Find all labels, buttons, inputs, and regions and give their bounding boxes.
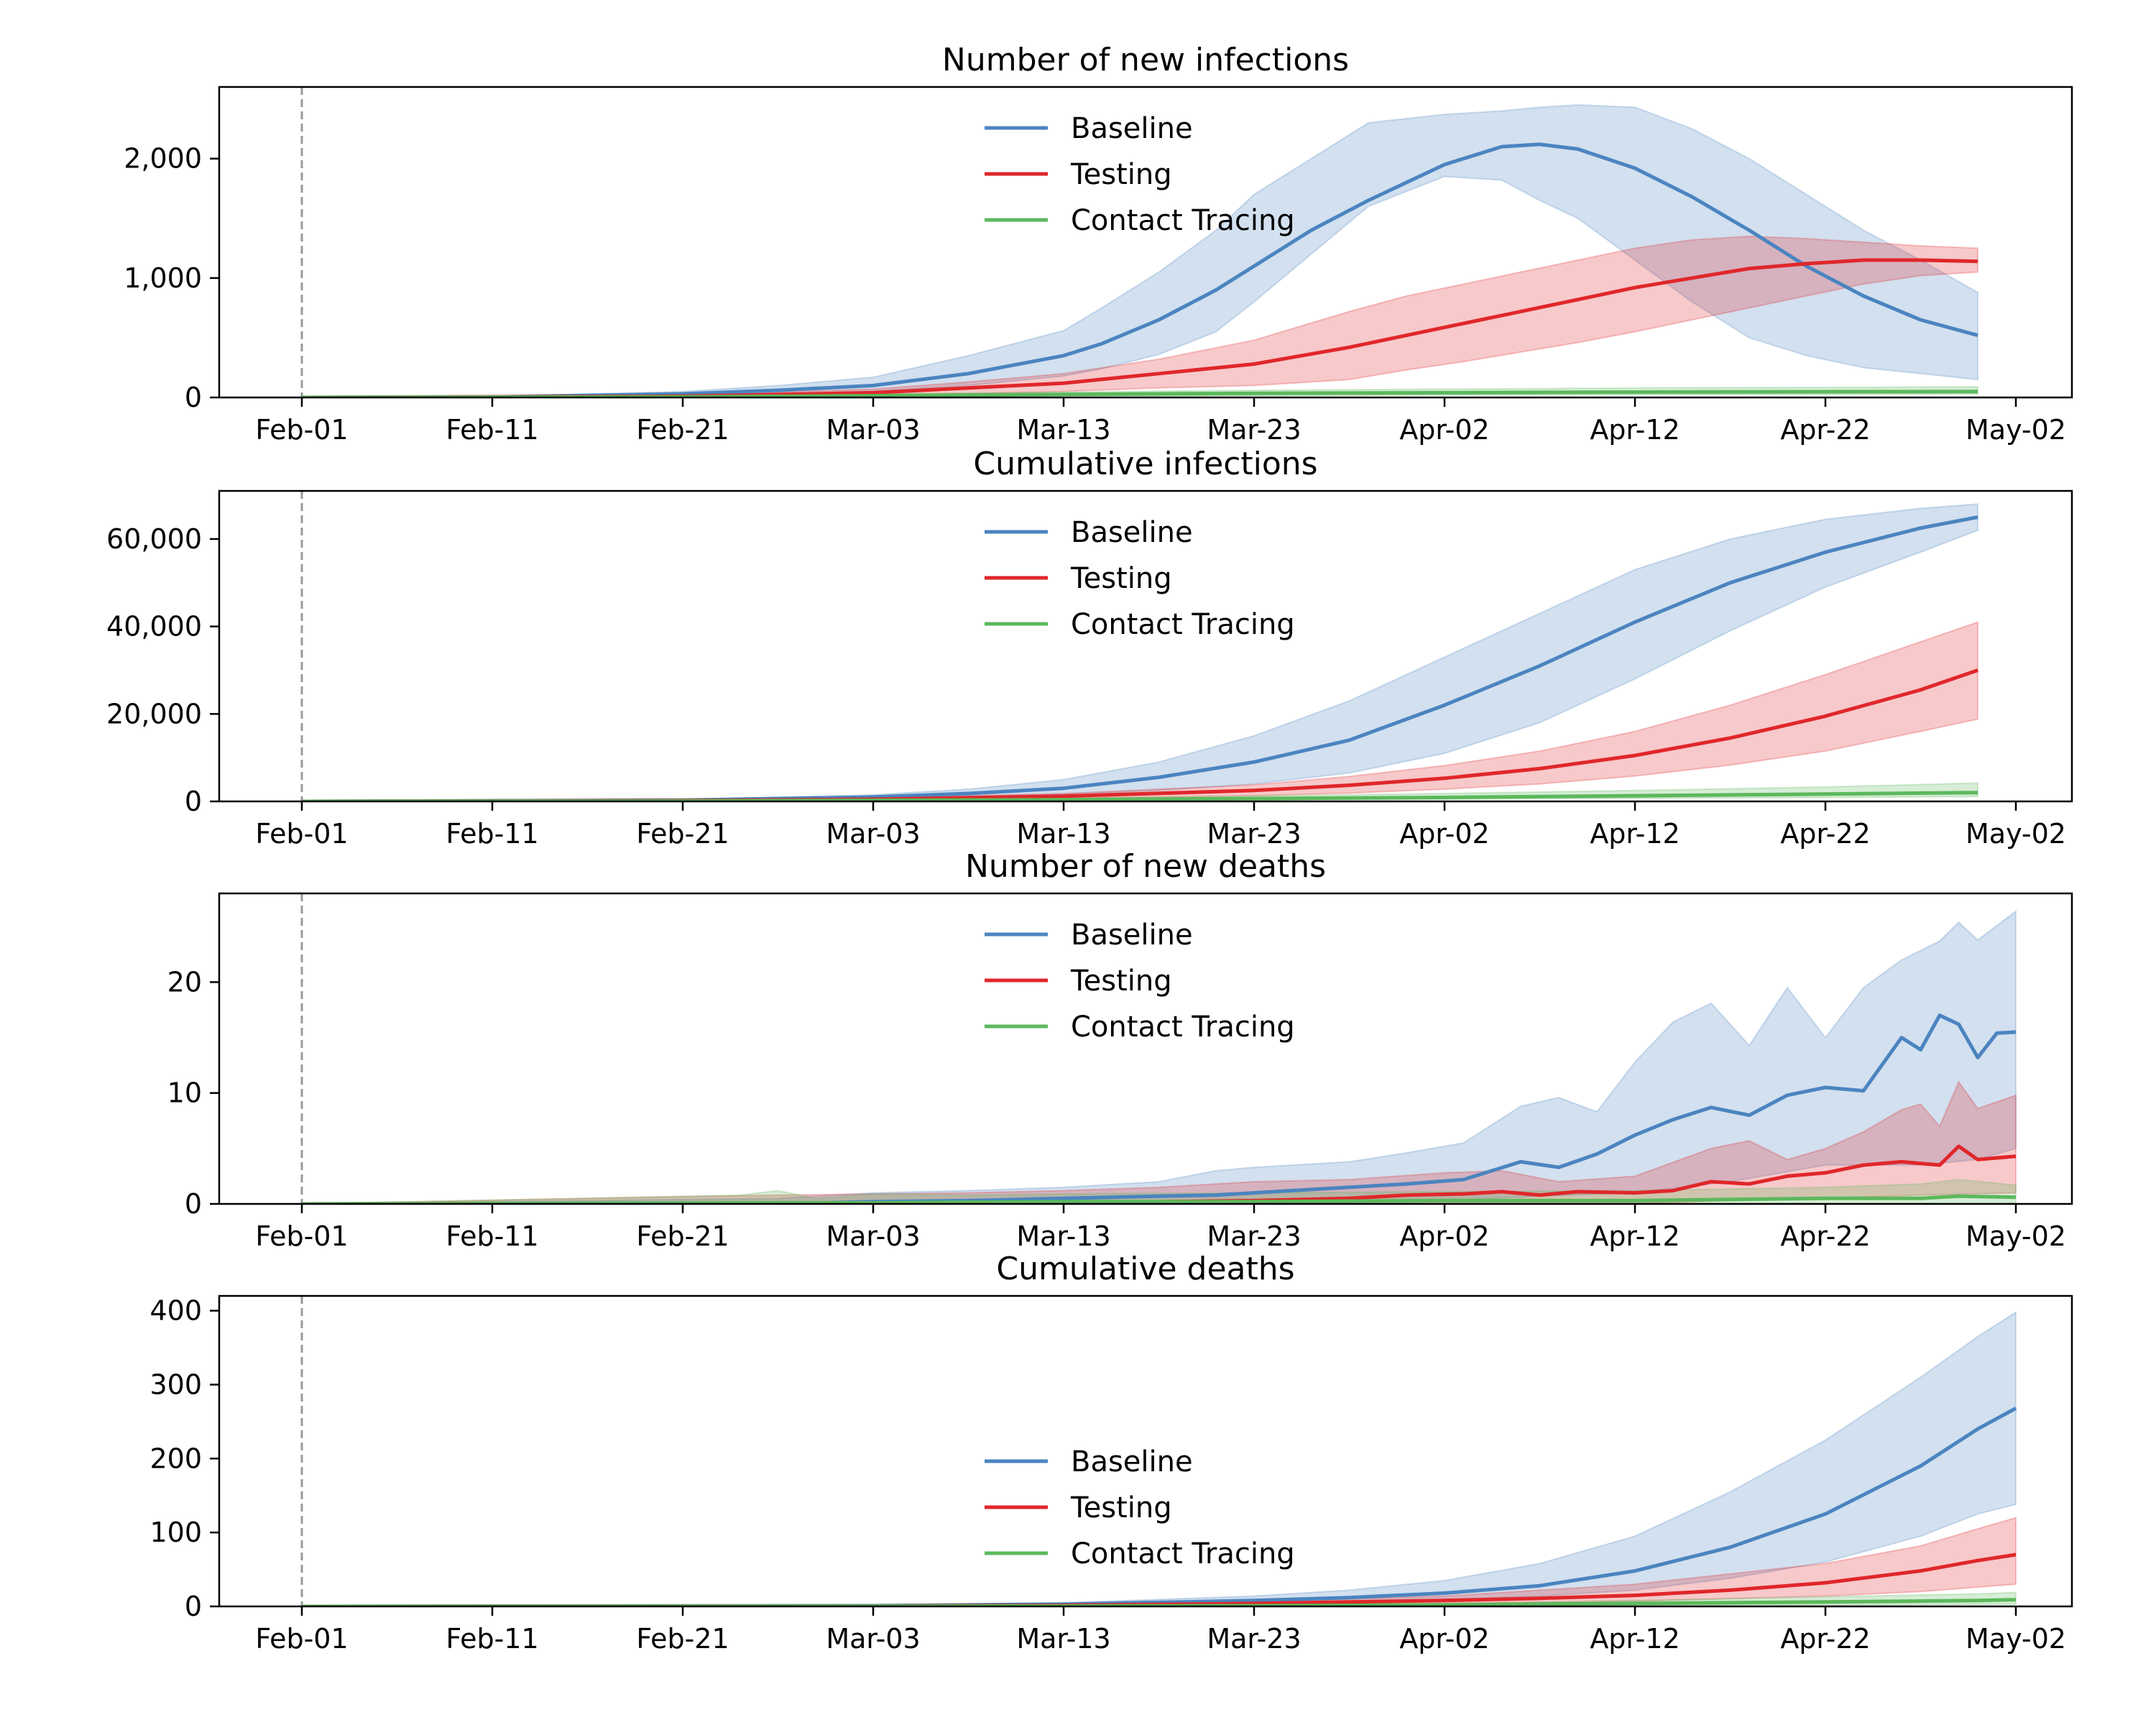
series-line-baseline (302, 1013, 2017, 1204)
x-tick-label: May-02 (1966, 1220, 2066, 1252)
subplot-1: Number of new infections Feb-01 Feb-11 Feb-… (124, 42, 2073, 446)
x-tick-label: Mar-23 (1207, 818, 1301, 850)
band-contact-tracing (301, 1179, 2017, 1204)
legend-label: Contact Tracing (1071, 204, 1295, 237)
axes-frame (218, 1294, 2073, 1608)
y-tick-label: 40,000 (106, 611, 202, 643)
x-tick-label: Apr-12 (1590, 414, 1680, 446)
legend-label: Testing (1070, 965, 1172, 998)
x-tick-label: Feb-01 (255, 818, 348, 850)
plot-area (300, 87, 1978, 397)
legend-label: Testing (1070, 1491, 1172, 1524)
x-tick-label: Feb-11 (446, 414, 538, 446)
x-tick-label: Feb-21 (636, 1220, 729, 1252)
legend-label: Baseline (1071, 919, 1193, 952)
subplot-2: Cumulative infections Feb-01 Feb-11 Feb-21 M… (106, 446, 2073, 850)
subplot-title: Number of new infections (942, 42, 1349, 78)
x-tick-label: Mar-03 (826, 1220, 920, 1252)
x-tick-label: Apr-12 (1590, 1220, 1680, 1252)
x-tick-label: Apr-22 (1780, 818, 1870, 850)
y-tick-label: 20 (167, 966, 202, 998)
y-tick-label: 60,000 (106, 523, 202, 555)
legend-label: Testing (1070, 562, 1172, 595)
plot-area (300, 893, 2017, 1204)
x-tick-label: Apr-12 (1590, 818, 1680, 850)
y-tick-label: 10 (167, 1077, 202, 1109)
series-line-baseline (301, 515, 1978, 801)
y-tick-label: 0 (185, 1591, 202, 1622)
x-tick-label: Mar-03 (826, 414, 920, 446)
y-tick-label: 200 (149, 1443, 202, 1474)
legend-label: Baseline (1071, 1445, 1193, 1478)
x-tick-label: Feb-21 (636, 1623, 729, 1655)
x-tick-label: Apr-02 (1399, 818, 1489, 850)
legend: Baseline Testing Contact Tracing (985, 919, 1295, 1044)
x-tick-label: May-02 (1966, 1623, 2066, 1655)
x-tick-label: Apr-22 (1780, 1220, 1870, 1252)
x-tick-label: Feb-11 (446, 1623, 538, 1655)
x-tick-label: Feb-21 (636, 414, 729, 446)
x-tick-label: Mar-23 (1207, 414, 1301, 446)
x-tick-label: Mar-13 (1016, 414, 1110, 446)
x-tick-label: Apr-02 (1399, 1623, 1489, 1655)
x-tick-label: Mar-13 (1016, 1623, 1110, 1655)
x-tick-label: Apr-22 (1780, 1623, 1870, 1655)
x-tick-label: Mar-23 (1207, 1623, 1301, 1655)
legend-label: Contact Tracing (1071, 1011, 1295, 1044)
subplot-3: Number of new deaths Feb-01 Feb-11 Feb-21 Ma… (167, 848, 2073, 1252)
x-tick-label: Apr-12 (1590, 1623, 1680, 1655)
x-tick-label: Feb-11 (446, 818, 538, 850)
legend: Baseline Testing Contact Tracing (985, 516, 1295, 641)
x-tick-label: Apr-02 (1399, 1220, 1489, 1252)
x-tick-label: May-02 (1966, 818, 2066, 850)
y-tick-label: 2,000 (124, 143, 202, 175)
x-tick-label: May-02 (1966, 414, 2066, 446)
x-tick-label: Feb-11 (446, 1220, 538, 1252)
legend-label: Contact Tracing (1071, 1537, 1295, 1570)
series-line-testing (301, 258, 1978, 397)
y-tick-label: 0 (185, 786, 202, 817)
axes-frame (218, 86, 2073, 399)
series-line-contact-tracing (301, 390, 1978, 397)
x-tick-label: Apr-22 (1780, 414, 1870, 446)
band-testing (301, 1080, 2017, 1204)
legend-label: Baseline (1071, 516, 1193, 549)
series-line-baseline (301, 142, 1978, 397)
legend-label: Testing (1070, 158, 1172, 191)
x-tick-label: Feb-01 (255, 414, 348, 446)
subplot-4: Cumulative deaths Feb-01 Feb-11 Feb-21 Mar-0… (149, 1251, 2073, 1655)
y-tick-label: 0 (185, 382, 202, 413)
subplot-title: Cumulative infections (973, 446, 1317, 482)
legend-label: Baseline (1071, 112, 1193, 145)
x-tick-label: Feb-01 (255, 1220, 348, 1252)
axes-frame (218, 892, 2073, 1205)
x-tick-label: Feb-01 (255, 1623, 348, 1655)
legend: Baseline Testing Contact Tracing (985, 1445, 1295, 1570)
x-tick-label: Apr-02 (1399, 414, 1489, 446)
legend-label: Contact Tracing (1071, 608, 1295, 641)
y-tick-label: 300 (149, 1368, 202, 1400)
band-baseline (301, 909, 2017, 1204)
x-tick-label: Feb-21 (636, 818, 729, 850)
axes-frame (218, 489, 2073, 803)
legend: Baseline Testing Contact Tracing (985, 112, 1295, 237)
plot-area (300, 491, 1978, 801)
x-tick-label: Mar-03 (826, 1623, 920, 1655)
y-tick-label: 0 (185, 1188, 202, 1220)
subplot-title: Number of new deaths (965, 848, 1326, 885)
x-tick-label: Mar-13 (1016, 818, 1110, 850)
band-baseline (301, 104, 1978, 397)
y-tick-label: 400 (149, 1295, 202, 1327)
y-tick-label: 100 (149, 1517, 202, 1548)
x-tick-label: Mar-23 (1207, 1220, 1301, 1252)
series-line-contact-tracing (301, 1194, 2017, 1204)
series-line-testing (301, 1144, 2017, 1204)
y-tick-label: 20,000 (106, 698, 202, 730)
x-tick-label: Mar-03 (826, 818, 920, 850)
x-tick-label: Mar-13 (1016, 1220, 1110, 1252)
subplot-title: Cumulative deaths (996, 1251, 1294, 1287)
y-tick-label: 1,000 (124, 262, 202, 294)
